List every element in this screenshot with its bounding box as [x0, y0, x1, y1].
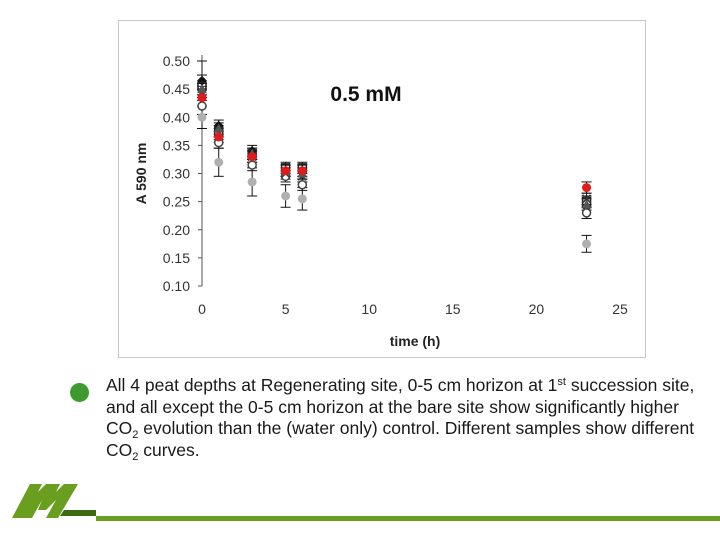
chart-frame: 0.10 0.15 0.20 0.25 0.30 0.35 0.40 0.45 0.50 0 5 10… [118, 20, 646, 358]
data-point [581, 208, 592, 218]
data-point [247, 177, 257, 187]
y-tick-label: 0.15 [163, 250, 190, 266]
data-point [582, 194, 592, 204]
x-tick-label: 0 [198, 301, 206, 317]
caption-sub-2: 2 [132, 450, 139, 463]
data-point [197, 112, 207, 122]
data-point [297, 194, 307, 204]
caption-part-1: All 4 peat depths at Regenerating site, … [106, 375, 558, 395]
data-point [297, 180, 308, 190]
data-point [197, 101, 207, 111]
data-point [582, 183, 592, 193]
data-point [297, 166, 307, 176]
x-axis-label: time (h) [390, 333, 441, 349]
y-tick-label: 0.30 [163, 166, 190, 182]
chart-title: 0.5 mM [330, 83, 401, 106]
x-tick-label: 20 [529, 301, 545, 317]
data-point [197, 84, 207, 94]
company-logo [12, 484, 96, 518]
bullet-icon [70, 383, 89, 402]
data-point [214, 157, 224, 167]
caption-part-3: evolution than the (water only) control.… [106, 418, 695, 460]
data-point [214, 132, 224, 142]
data-point [281, 191, 291, 201]
data-point [581, 199, 592, 209]
y-tick-label: 0.50 [163, 53, 190, 69]
x-tick-label: 10 [361, 301, 377, 317]
caption-sup-1: st [557, 376, 566, 388]
y-tick-label: 0.25 [163, 194, 190, 210]
caption-part-2: succession site, and all except the 0-5 … [106, 375, 695, 438]
data-point [197, 75, 207, 86]
data-point [281, 166, 291, 176]
data-point [247, 152, 257, 162]
y-axis-label: A 590 nm [133, 143, 149, 205]
data-point [197, 93, 207, 103]
x-tick-label: 5 [282, 301, 290, 317]
y-tick-label: 0.10 [163, 278, 190, 294]
y-tick-label: 0.45 [163, 81, 190, 97]
scatter-chart: 0.10 0.15 0.20 0.25 0.30 0.35 0.40 0.45 0.50 0 5 10… [133, 53, 628, 349]
x-tick-label: 15 [445, 301, 461, 317]
y-tick-label: 0.35 [163, 137, 190, 153]
y-tick-label: 0.40 [163, 109, 190, 125]
caption-text: All 4 peat depths at Regenerating site, … [106, 375, 706, 463]
caption-part-4: curves. [138, 439, 200, 460]
footer-rule [96, 516, 720, 521]
y-tick-label: 0.20 [163, 222, 190, 238]
caption-sub-1: 2 [132, 429, 139, 441]
data-point [213, 123, 224, 133]
data-point [582, 239, 592, 249]
x-tick-label: 25 [612, 301, 628, 317]
data-point [247, 160, 257, 170]
